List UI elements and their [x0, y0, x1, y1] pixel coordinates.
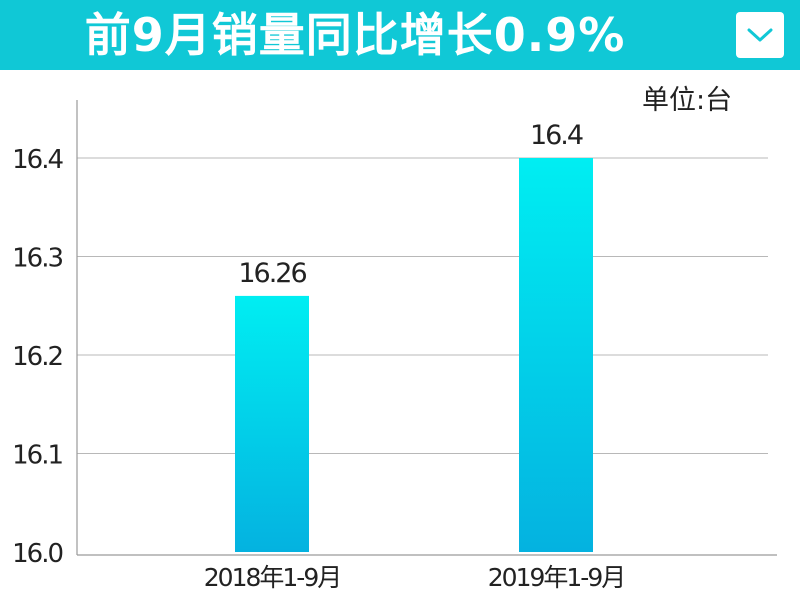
y-tick-label: 16.4 [12, 145, 63, 175]
y-tick-label: 16.1 [12, 441, 62, 471]
bar [235, 295, 309, 552]
data-label: 16.4 [530, 120, 583, 151]
header-bar: 前9月销量同比增长0.9% [0, 0, 800, 70]
y-tick-label: 16.2 [12, 342, 62, 372]
x-tick-label: 2019年1-9月 [488, 563, 624, 592]
y-tick-label: 16.0 [12, 539, 62, 569]
chart-title: 前9月销量同比增长0.9% [84, 8, 626, 62]
chevron-down-icon [747, 28, 773, 42]
data-label: 16.26 [238, 258, 306, 289]
dropdown-button[interactable] [736, 12, 784, 58]
bar [519, 158, 593, 552]
unit-label: 单位:台 [642, 85, 733, 116]
y-tick-label: 16.3 [12, 244, 62, 274]
x-tick-label: 2018年1-9月 [204, 563, 340, 592]
